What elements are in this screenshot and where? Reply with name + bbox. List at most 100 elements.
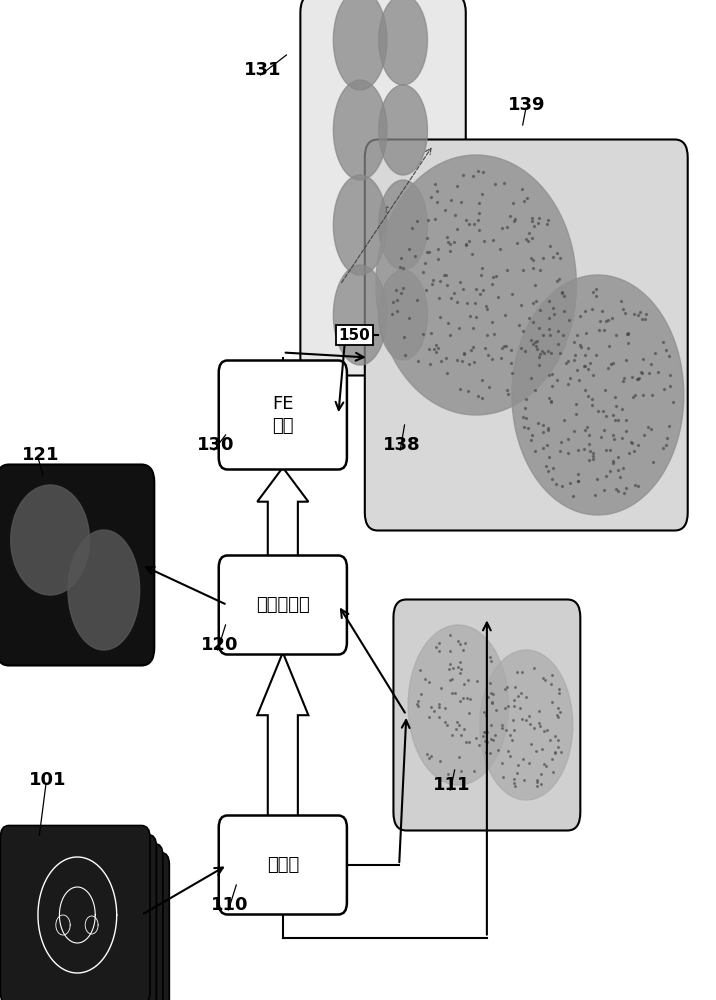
Point <box>387 294 398 310</box>
Point <box>544 238 556 254</box>
Point <box>392 292 403 308</box>
Point <box>604 442 616 458</box>
Point <box>576 339 587 355</box>
Point <box>406 220 417 236</box>
Point <box>545 676 556 692</box>
Point <box>497 220 508 236</box>
Point <box>531 333 543 349</box>
Point <box>535 718 546 734</box>
Point <box>445 243 456 259</box>
Point <box>533 349 545 365</box>
Point <box>417 326 429 342</box>
Point <box>463 734 475 750</box>
Point <box>628 443 639 459</box>
Polygon shape <box>379 270 427 360</box>
Point <box>426 276 437 292</box>
Point <box>398 329 410 345</box>
Point <box>463 356 475 372</box>
Point <box>562 445 574 461</box>
Point <box>556 478 568 494</box>
Point <box>444 656 455 672</box>
Point <box>601 408 612 424</box>
Point <box>626 435 638 451</box>
Point <box>543 293 555 309</box>
Point <box>517 181 528 197</box>
Point <box>613 449 624 465</box>
Point <box>543 310 554 326</box>
Point <box>403 241 415 257</box>
FancyArrow shape <box>257 367 309 378</box>
Point <box>500 722 512 738</box>
Point <box>539 672 551 688</box>
Point <box>606 310 618 326</box>
Point <box>479 340 490 356</box>
Point <box>579 303 590 319</box>
Point <box>454 274 465 290</box>
Point <box>609 412 621 428</box>
Point <box>647 454 659 470</box>
Point <box>445 290 457 306</box>
Point <box>513 317 525 333</box>
Point <box>463 383 474 399</box>
FancyArrow shape <box>257 652 309 818</box>
Point <box>631 371 642 387</box>
Point <box>490 727 501 743</box>
Point <box>643 365 654 381</box>
Point <box>533 715 544 731</box>
Point <box>454 665 465 681</box>
Point <box>441 365 453 381</box>
Point <box>557 327 569 343</box>
Point <box>423 674 435 690</box>
Point <box>458 167 469 183</box>
Point <box>475 267 487 283</box>
Point <box>465 342 476 358</box>
Point <box>509 778 521 794</box>
Point <box>514 700 526 716</box>
Point <box>538 756 550 772</box>
Point <box>428 703 440 719</box>
Point <box>499 700 511 716</box>
Point <box>598 403 609 419</box>
Point <box>587 445 599 461</box>
Point <box>624 445 635 461</box>
Point <box>553 732 564 748</box>
Point <box>435 680 447 696</box>
Point <box>451 178 463 194</box>
Point <box>442 315 454 331</box>
Point <box>554 250 566 266</box>
Point <box>532 415 543 431</box>
Point <box>546 471 558 487</box>
Point <box>629 387 640 403</box>
Point <box>397 280 409 296</box>
Point <box>441 229 453 245</box>
Point <box>540 458 551 474</box>
Point <box>496 720 508 736</box>
Point <box>527 260 538 276</box>
Point <box>425 748 437 764</box>
Point <box>646 356 657 372</box>
Point <box>417 264 429 280</box>
Point <box>634 304 646 320</box>
Point <box>570 347 581 363</box>
Point <box>460 635 471 651</box>
Point <box>403 310 415 326</box>
Point <box>664 378 676 394</box>
Point <box>460 237 472 253</box>
Point <box>395 259 406 275</box>
Point <box>511 765 523 781</box>
Point <box>431 337 442 353</box>
Point <box>529 720 541 736</box>
Point <box>520 410 531 426</box>
Point <box>463 233 475 249</box>
Point <box>473 737 485 753</box>
Point <box>434 273 445 289</box>
Point <box>445 192 457 208</box>
Point <box>440 202 451 218</box>
Point <box>497 769 508 785</box>
Point <box>490 268 501 284</box>
Point <box>467 168 478 184</box>
Point <box>535 776 546 792</box>
Point <box>586 301 598 317</box>
Point <box>563 312 575 328</box>
Point <box>448 660 459 676</box>
